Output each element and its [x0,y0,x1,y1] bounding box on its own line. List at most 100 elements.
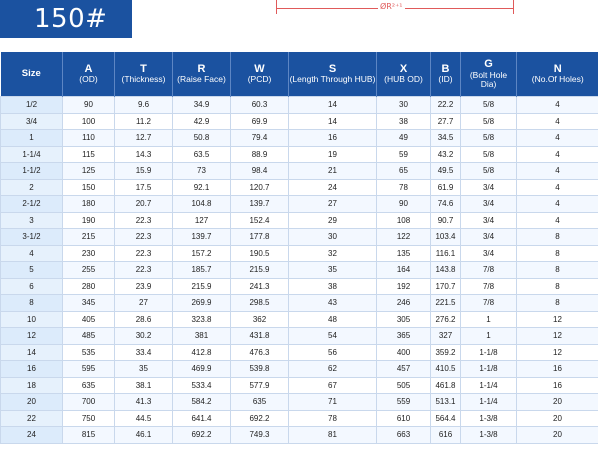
column-header-main: N [553,62,562,75]
column-header-sub: (Bolt Hole Dia) [469,69,508,89]
cell-b: 276.2 [430,310,461,328]
column-header-w: W (PCD) [230,52,289,97]
cell-w: 692.2 [230,409,289,427]
cell-s: 54 [288,327,377,345]
column-header-main: A [84,62,93,75]
cell-n: 4 [516,112,598,130]
cell-size: 5 [0,261,63,279]
cell-t: 33.4 [114,343,173,361]
cell-b: 90.7 [430,211,461,229]
column-header-size: Size [0,52,63,97]
cell-g: 3/4 [460,195,517,213]
table-row: 18 635 38.1 533.4 577.9 67 505 461.8 1-1/4 16 [0,376,598,394]
column-header-main: R [197,62,206,75]
cell-s: 30 [288,228,377,246]
cell-x: 65 [376,162,431,180]
column-header-x: X (HUB OD) [376,52,431,97]
cell-x: 30 [376,96,431,114]
cell-a: 815 [62,426,115,444]
cell-a: 405 [62,310,115,328]
column-header-sub: (HUB OD) [384,74,423,85]
cell-size: 1 [0,129,63,147]
cell-a: 110 [62,129,115,147]
cell-s: 62 [288,360,377,378]
cell-n: 8 [516,244,598,262]
column-header-main: G [484,58,493,71]
cell-t: 23.9 [114,277,173,295]
cell-w: 69.9 [230,112,289,130]
cell-n: 16 [516,376,598,394]
cell-b: 49.5 [430,162,461,180]
cell-a: 150 [62,178,115,196]
cell-x: 663 [376,426,431,444]
cell-w: 577.9 [230,376,289,394]
cell-r: 269.9 [172,294,231,312]
cell-x: 505 [376,376,431,394]
cell-x: 108 [376,211,431,229]
cell-x: 192 [376,277,431,295]
cell-b: 616 [430,426,461,444]
table-row: 2-1/2 180 20.7 104.8 139.7 27 90 74.6 3/4 4 [0,195,598,213]
cell-x: 610 [376,409,431,427]
cell-t: 38.1 [114,376,173,394]
cell-x: 400 [376,343,431,361]
table-row: 6 280 23.9 215.9 241.3 38 192 170.7 7/8 8 [0,277,598,295]
column-header-sub: (OD) [79,74,98,85]
cell-n: 12 [516,310,598,328]
cell-r: 50.8 [172,129,231,147]
cell-b: 74.6 [430,195,461,213]
cell-b: 170.7 [430,277,461,295]
cell-x: 305 [376,310,431,328]
cell-size: 4 [0,244,63,262]
cell-b: 327 [430,327,461,345]
cell-s: 35 [288,261,377,279]
cell-w: 476.3 [230,343,289,361]
cell-size: 8 [0,294,63,312]
cell-g: 1-1/8 [460,343,517,361]
table-row: 3 190 22.3 127 152.4 29 108 90.7 3/4 4 [0,211,598,229]
cell-x: 38 [376,112,431,130]
cell-n: 12 [516,343,598,361]
cell-r: 139.7 [172,228,231,246]
cell-s: 29 [288,211,377,229]
cell-n: 20 [516,409,598,427]
table-row: 22 750 44.5 641.4 692.2 78 610 564.4 1-3/8 20 [0,409,598,427]
cell-n: 20 [516,393,598,411]
cell-n: 4 [516,129,598,147]
column-header-sub: (Length Through HUB) [289,74,376,85]
table-row: 5 255 22.3 185.7 215.9 35 164 143.8 7/8 8 [0,261,598,279]
cell-a: 485 [62,327,115,345]
table-row: 12 485 30.2 381 431.8 54 365 327 1 12 [0,327,598,345]
cell-b: 43.2 [430,145,461,163]
cell-a: 535 [62,343,115,361]
cell-a: 280 [62,277,115,295]
column-header-main: T [140,62,147,75]
cell-s: 14 [288,96,377,114]
cell-s: 48 [288,310,377,328]
cell-w: 152.4 [230,211,289,229]
cell-n: 8 [516,294,598,312]
cell-r: 73 [172,162,231,180]
table-row: 4 230 22.3 157.2 190.5 32 135 116.1 3/4 8 [0,244,598,262]
table-row: 1-1/2 125 15.9 73 98.4 21 65 49.5 5/8 4 [0,162,598,180]
cell-n: 4 [516,195,598,213]
cell-t: 30.2 [114,327,173,345]
cell-s: 14 [288,112,377,130]
cell-g: 5/8 [460,162,517,180]
cell-t: 22.3 [114,261,173,279]
cell-a: 345 [62,294,115,312]
cell-w: 362 [230,310,289,328]
column-header-sub: (Thickness) [121,74,166,85]
cell-a: 180 [62,195,115,213]
cell-g: 5/8 [460,96,517,114]
cell-n: 8 [516,228,598,246]
flange-dimension-table: Size A (OD) T (Thickness) R (Raise Face)… [0,52,598,444]
dimension-tick-left [276,0,277,14]
cell-s: 32 [288,244,377,262]
cell-t: 44.5 [114,409,173,427]
cell-n: 4 [516,96,598,114]
cell-g: 1-1/4 [460,376,517,394]
table-row: 8 345 27 269.9 298.5 43 246 221.5 7/8 8 [0,294,598,312]
table-row: 1/2 90 9.6 34.9 60.3 14 30 22.2 5/8 4 [0,96,598,114]
cell-w: 635 [230,393,289,411]
